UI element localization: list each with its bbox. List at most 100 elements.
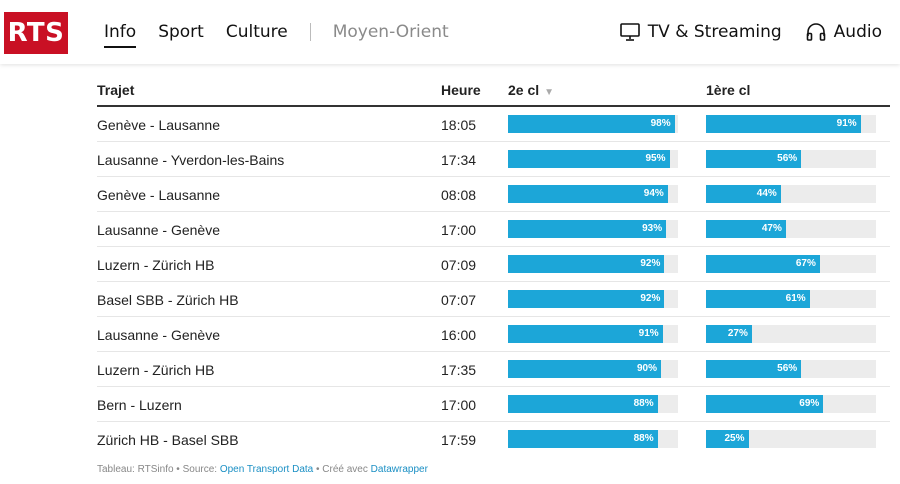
first-class-occupancy-label: 91%: [836, 118, 857, 129]
tv-streaming-label: TV & Streaming: [647, 22, 782, 42]
occupancy-table: Trajet Heure 2e cl ▼ 1ère cl Genève - Lau…: [97, 72, 890, 456]
table-body: Genève - Lausanne 18:05 98% 91% Lausanne - Y…: [97, 107, 890, 456]
datawrapper-link[interactable]: Datawrapper: [370, 464, 428, 475]
nav-item-culture[interactable]: Culture: [225, 22, 288, 42]
first-class-occupancy-label: 69%: [799, 398, 820, 409]
first-class-occupancy-bar: 69%: [706, 395, 824, 413]
route-cell: Luzern - Zürich HB: [97, 257, 215, 273]
second-class-occupancy-bar: 95%: [508, 150, 670, 168]
first-class-occupancy-bar: 25%: [706, 430, 749, 448]
second-class-occupancy-label: 95%: [645, 153, 666, 164]
second-class-bar-track: 92%: [508, 290, 678, 308]
second-class-occupancy-label: 92%: [640, 258, 661, 269]
first-class-occupancy-label: 44%: [756, 188, 777, 199]
second-class-occupancy-bar: 94%: [508, 185, 668, 203]
first-class-bar-track: 27%: [706, 325, 876, 343]
first-class-occupancy-label: 47%: [761, 223, 782, 234]
route-cell: Lausanne - Genève: [97, 222, 220, 238]
route-cell: Genève - Lausanne: [97, 187, 220, 203]
first-class-bar-track: 69%: [706, 395, 876, 413]
first-class-occupancy-label: 61%: [785, 293, 806, 304]
main-nav: Info Sport Culture Moyen-Orient: [104, 0, 471, 64]
route-cell: Lausanne - Genève: [97, 327, 220, 343]
audio-link[interactable]: Audio: [806, 22, 882, 42]
second-class-occupancy-label: 91%: [638, 328, 659, 339]
nav-divider: [309, 23, 311, 41]
first-class-bar-track: 25%: [706, 430, 876, 448]
nav-item-moyen-orient[interactable]: Moyen-Orient: [332, 22, 449, 42]
second-class-occupancy-label: 88%: [633, 433, 654, 444]
first-class-occupancy-label: 56%: [777, 153, 798, 164]
time-cell: 17:35: [441, 362, 477, 378]
second-class-occupancy-bar: 93%: [508, 220, 667, 238]
first-class-occupancy-bar: 44%: [706, 185, 781, 203]
col-header-time[interactable]: Heure: [441, 82, 481, 98]
second-class-occupancy-label: 88%: [633, 398, 654, 409]
first-class-bar-track: 61%: [706, 290, 876, 308]
time-cell: 17:34: [441, 152, 477, 168]
time-cell: 17:59: [441, 432, 477, 448]
sort-desc-icon: ▼: [544, 87, 555, 98]
second-class-occupancy-bar: 92%: [508, 290, 665, 308]
table-row: Luzern - Zürich HB 17:35 90% 56%: [97, 352, 890, 387]
table-header: Trajet Heure 2e cl ▼ 1ère cl: [97, 72, 890, 107]
time-cell: 08:08: [441, 187, 477, 203]
table-row: Lausanne - Genève 16:00 91% 27%: [97, 317, 890, 352]
second-class-bar-track: 88%: [508, 395, 678, 413]
rts-logo[interactable]: RTS: [4, 12, 68, 54]
col-header-first-class[interactable]: 1ère cl: [706, 82, 751, 98]
first-class-occupancy-label: 27%: [727, 328, 748, 339]
second-class-bar-track: 93%: [508, 220, 678, 238]
second-class-occupancy-bar: 90%: [508, 360, 661, 378]
first-class-occupancy-bar: 61%: [706, 290, 810, 308]
source-link[interactable]: Open Transport Data: [219, 464, 314, 475]
route-cell: Bern - Luzern: [97, 397, 182, 413]
route-cell: Lausanne - Yverdon-les-Bains: [97, 152, 285, 168]
second-class-occupancy-bar: 88%: [508, 430, 658, 448]
table-row: Genève - Lausanne 18:05 98% 91%: [97, 107, 890, 142]
second-class-occupancy-label: 92%: [640, 293, 661, 304]
first-class-occupancy-bar: 91%: [706, 115, 861, 133]
second-class-occupancy-label: 98%: [650, 118, 671, 129]
first-class-occupancy-label: 67%: [795, 258, 816, 269]
first-class-bar-track: 56%: [706, 360, 876, 378]
footer-source-label: • Source:: [173, 464, 220, 475]
col-header-second-class[interactable]: 2e cl ▼: [508, 82, 554, 98]
route-cell: Luzern - Zürich HB: [97, 362, 215, 378]
second-class-occupancy-bar: 92%: [508, 255, 665, 273]
nav-item-sport[interactable]: Sport: [158, 22, 204, 42]
time-cell: 17:00: [441, 397, 477, 413]
first-class-occupancy-bar: 67%: [706, 255, 820, 273]
nav-item-info[interactable]: Info: [104, 22, 137, 48]
time-cell: 07:07: [441, 292, 477, 308]
tv-streaming-link[interactable]: TV & Streaming: [619, 22, 782, 42]
table-row: Bern - Luzern 17:00 88% 69%: [97, 387, 890, 422]
tv-icon: [619, 23, 640, 41]
second-class-bar-track: 98%: [508, 115, 678, 133]
table-row: Genève - Lausanne 08:08 94% 44%: [97, 177, 890, 212]
first-class-occupancy-bar: 56%: [706, 150, 802, 168]
first-class-occupancy-bar: 56%: [706, 360, 802, 378]
first-class-bar-track: 91%: [706, 115, 876, 133]
table-row: Lausanne - Yverdon-les-Bains 17:34 95% 56%: [97, 142, 890, 177]
first-class-occupancy-label: 56%: [777, 363, 798, 374]
top-navigation-bar: RTS Info Sport Culture Moyen-Orient TV &…: [0, 0, 900, 64]
first-class-occupancy-bar: 47%: [706, 220, 786, 238]
route-cell: Zürich HB - Basel SBB: [97, 432, 239, 448]
route-cell: Genève - Lausanne: [97, 117, 220, 133]
second-class-bar-track: 95%: [508, 150, 678, 168]
second-class-bar-track: 94%: [508, 185, 678, 203]
time-cell: 07:09: [441, 257, 477, 273]
first-class-bar-track: 56%: [706, 150, 876, 168]
col-header-route[interactable]: Trajet: [97, 82, 135, 98]
right-nav: TV & Streaming Audio: [596, 0, 882, 64]
second-class-bar-track: 90%: [508, 360, 678, 378]
headphones-icon: [806, 23, 825, 41]
chart-footer: Tableau: RTSinfo • Source: Open Transpor…: [97, 464, 428, 475]
first-class-bar-track: 44%: [706, 185, 876, 203]
first-class-occupancy-label: 25%: [724, 433, 745, 444]
table-row: Zürich HB - Basel SBB 17:59 88% 25%: [97, 422, 890, 456]
second-class-bar-track: 92%: [508, 255, 678, 273]
time-cell: 16:00: [441, 327, 477, 343]
time-cell: 17:00: [441, 222, 477, 238]
